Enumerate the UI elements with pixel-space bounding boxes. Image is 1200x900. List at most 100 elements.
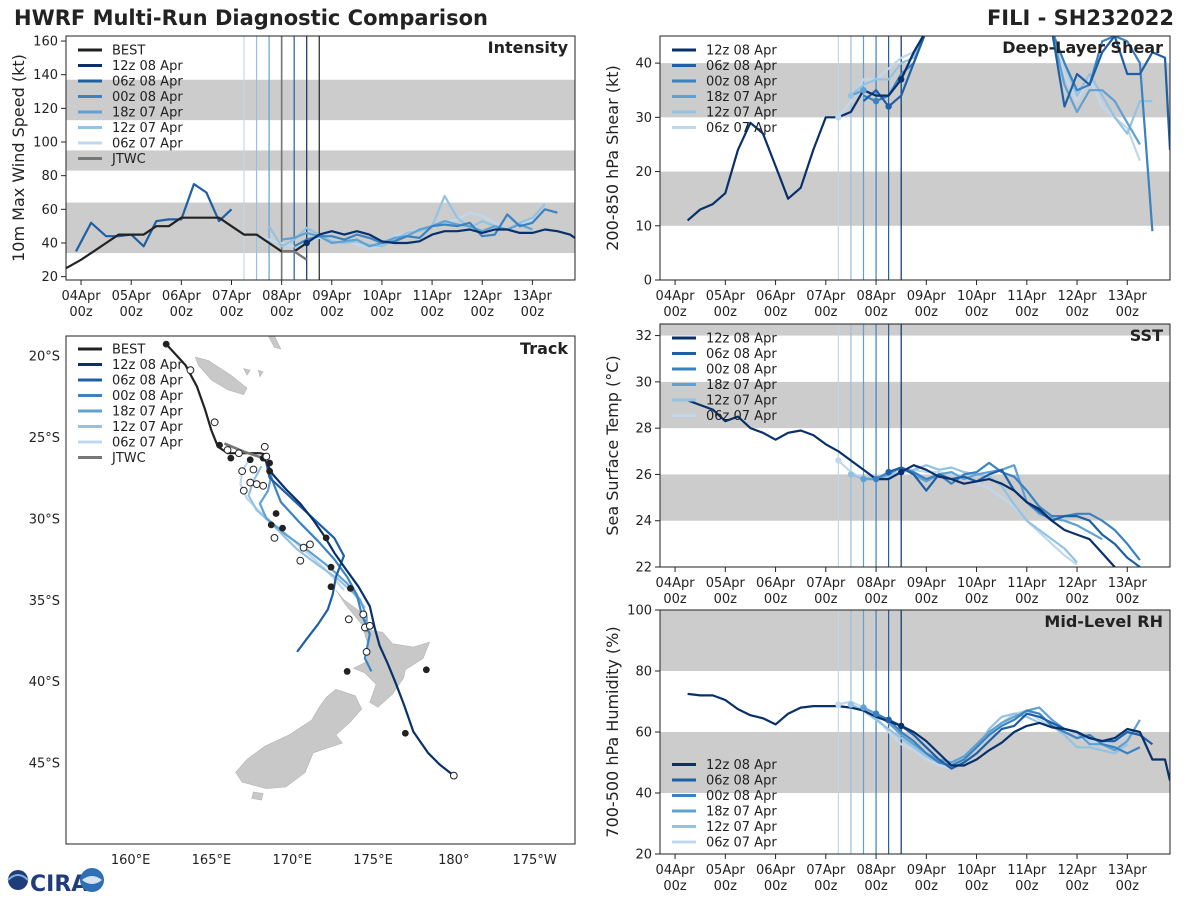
rh-x-tick-hour: 00z — [1116, 879, 1140, 894]
rh-x-tick-label: 06Apr — [756, 863, 796, 878]
track-open-marker — [270, 533, 279, 542]
track-legend-label: 12z 08 Apr — [112, 358, 183, 373]
rh-y-tick-label: 100 — [627, 604, 652, 619]
intensity-y-tick-label: 40 — [41, 236, 58, 251]
stewart-island-land-icon — [251, 791, 264, 801]
intensity-legend-label: 18z 07 Apr — [112, 106, 183, 121]
track-lon-label: 175°E — [353, 853, 393, 868]
shear-legend-label: 12z 08 Apr — [706, 44, 777, 59]
track-legend-label: 00z 08 Apr — [112, 389, 183, 404]
sst-y-tick-label: 22 — [635, 561, 652, 576]
intensity-x-tick-hour: 00z — [471, 305, 495, 320]
track-filled-marker — [266, 459, 273, 467]
track-filled-marker — [272, 510, 280, 517]
track-filled-marker — [327, 583, 335, 591]
shear-legend-label: 00z 08 Apr — [706, 75, 777, 90]
intensity-x-tick-hour: 00z — [420, 305, 444, 320]
shear-x-tick-hour: 00z — [915, 305, 939, 320]
sst-series-line-4 — [850, 464, 1078, 564]
rh-legend-label: 18z 07 Apr — [706, 805, 777, 820]
track-legend-label: 18z 07 Apr — [112, 405, 183, 420]
track-run-line-3 — [258, 475, 368, 633]
rh-x-tick-label: 11Apr — [1007, 863, 1047, 878]
rh-plot-area — [660, 610, 1170, 854]
sst-legend-label: 18z 07 Apr — [706, 378, 777, 393]
new-zealand-north-island-land-icon — [335, 589, 431, 708]
rh-x-tick-hour: 00z — [1015, 879, 1039, 894]
track-open-marker — [260, 442, 269, 451]
shear-shading-band — [660, 171, 1170, 226]
track-lat-label: 20°S — [29, 350, 60, 365]
title-right: FILI - SH232022 — [987, 6, 1174, 30]
intensity-x-tick-hour: 00z — [120, 305, 144, 320]
intensity-y-tick-label: 140 — [33, 68, 58, 83]
shear-series-line-0 — [686, 36, 925, 222]
sst-legend-label: 00z 08 Apr — [706, 363, 777, 378]
track-open-marker — [252, 480, 261, 489]
track-open-marker — [362, 647, 371, 656]
rh-x-tick-label: 09Apr — [907, 863, 947, 878]
track-filled-marker — [227, 454, 235, 462]
intensity-shading-band — [66, 79, 575, 121]
rh-x-tick-label: 05Apr — [706, 863, 746, 878]
track-run-line-2 — [266, 467, 373, 672]
cira-logo-text: CIRA — [30, 872, 88, 897]
track-filled-marker — [266, 467, 273, 475]
intensity-x-tick-hour: 00z — [69, 305, 93, 320]
shear-x-tick-label: 05Apr — [706, 289, 746, 304]
intensity-x-tick-label: 05Apr — [112, 289, 152, 304]
shear-x-tick-hour: 00z — [764, 305, 788, 320]
rh-y-tick-label: 60 — [635, 726, 652, 741]
shear-init-point — [872, 97, 880, 105]
rh-x-tick-hour: 00z — [764, 879, 788, 894]
shear-y-axis-label: 200-850 hPa Shear (kt) — [603, 65, 622, 251]
shear-x-tick-hour: 00z — [1116, 305, 1140, 320]
shear-init-point — [847, 92, 855, 99]
shear-init-point — [885, 103, 892, 110]
track-legend-label: 06z 07 Apr — [112, 436, 183, 451]
track-jtwc-line — [223, 442, 264, 460]
sst-y-tick-label: 26 — [635, 468, 652, 483]
shear-x-tick-hour: 00z — [1065, 305, 1089, 320]
shear-init-point — [860, 87, 867, 94]
rh-series-line-4 — [850, 703, 1128, 767]
intensity-legend-label: 06z 07 Apr — [112, 137, 183, 152]
intensity-y-tick-label: 80 — [41, 169, 58, 184]
intensity-legend-label: JTWC — [111, 152, 146, 167]
intensity-y-axis-label: 10m Max Wind Speed (kt) — [9, 54, 28, 262]
rh-init-point — [872, 710, 880, 717]
sst-init-point — [885, 468, 892, 476]
sst-x-tick-label: 13Apr — [1108, 576, 1148, 591]
rh-series-line-0 — [687, 692, 1170, 782]
rh-x-tick-label: 10Apr — [957, 863, 997, 878]
rh-y-axis-label: 700-500 hPa Humidity (%) — [603, 626, 622, 837]
sst-y-axis-label: Sea Surface Temp (°C) — [603, 355, 622, 535]
sst-init-point — [860, 475, 867, 483]
cira-logo-emblem-mark-icon — [82, 876, 102, 884]
rh-init-point — [897, 722, 905, 730]
shear-x-tick-hour: 00z — [864, 305, 888, 320]
rh-legend-label: 00z 08 Apr — [706, 789, 777, 804]
track-frame — [65, 335, 576, 845]
shear-x-tick-hour: 00z — [1015, 305, 1039, 320]
intensity-x-tick-label: 09Apr — [312, 289, 352, 304]
track-lat-label: 25°S — [29, 431, 60, 446]
sst-x-tick-hour: 00z — [1065, 592, 1089, 607]
cira-logo: CIRA — [7, 868, 104, 897]
intensity-y-tick-label: 60 — [41, 203, 58, 218]
intensity-legend-label: 12z 07 Apr — [112, 121, 183, 136]
track-open-marker — [306, 540, 314, 549]
rh-x-tick-hour: 00z — [714, 879, 738, 894]
shear-x-tick-hour: 00z — [663, 305, 687, 320]
sst-shading-band — [660, 324, 1170, 336]
track-lon-label: 165°E — [192, 853, 232, 868]
sst-y-tick-label: 24 — [635, 514, 652, 529]
intensity-x-tick-hour: 00z — [170, 305, 194, 320]
rh-init-point — [835, 701, 842, 708]
shear-series-line-5 — [837, 36, 1141, 162]
shear-legend-label: 12z 07 Apr — [706, 106, 777, 121]
track-panel: 160°E 165°E 170°E 175°E 180° 175°W 20°S 25°S 30°… — [29, 335, 576, 868]
sst-init-point — [847, 471, 855, 478]
track-open-marker — [186, 366, 195, 375]
cira-logo-swoosh-icon — [7, 874, 29, 881]
